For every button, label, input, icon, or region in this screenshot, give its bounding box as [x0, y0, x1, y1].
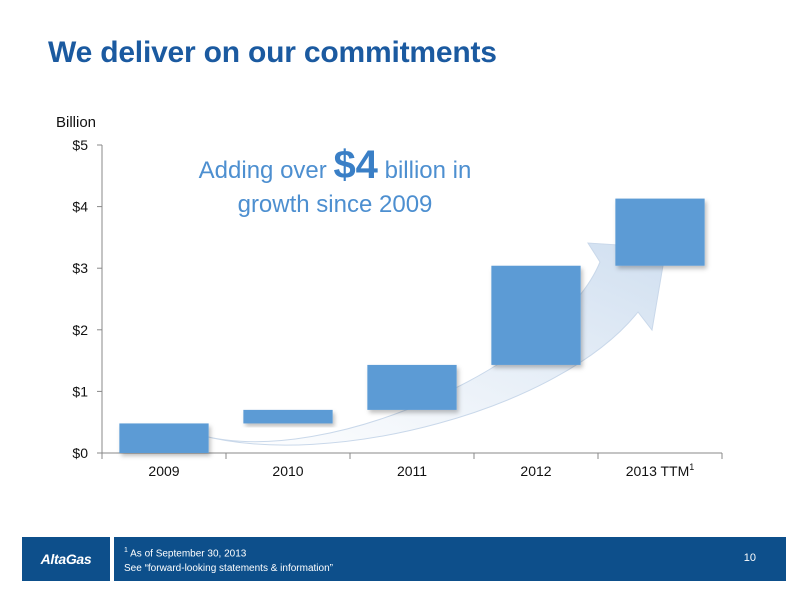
x-tick-label: 2013 TTM1	[626, 462, 695, 479]
footnote-text: As of September 30, 2013	[127, 548, 247, 560]
y-axis-unit-label: Billion	[56, 114, 97, 131]
footnote-marker: 1	[124, 547, 128, 554]
y-tick-label: $1	[72, 383, 88, 399]
y-tick-label: $4	[72, 199, 88, 215]
logo-text: AltaGas	[40, 551, 92, 567]
y-tick-label: $2	[72, 322, 88, 338]
callout-line2: growth since 2009	[237, 191, 433, 218]
waterfall-bar	[491, 265, 581, 365]
y-tick-label: $5	[72, 137, 88, 153]
waterfall-bar	[615, 198, 705, 266]
waterfall-bar	[119, 423, 209, 453]
x-tick-label: 2011	[397, 463, 427, 479]
page-number: 10	[743, 552, 756, 564]
slide-title: We deliver on our commitments	[48, 36, 497, 69]
x-tick-label: 2012	[520, 463, 551, 479]
disclaimer: See “forward-looking statements & inform…	[124, 563, 333, 574]
x-tick-label: 2010	[272, 463, 303, 479]
growth-callout: Adding over $4 billion in growth since 2…	[180, 145, 490, 222]
x-tick-superscript: 1	[689, 462, 694, 472]
x-tick-label: 2009	[148, 463, 179, 479]
callout-suffix: billion in	[377, 157, 472, 184]
y-tick-label: $3	[72, 260, 88, 276]
footer-band: 1 As of September 30, 2013 See “forward-…	[114, 537, 786, 581]
altagas-logo: AltaGas	[22, 537, 110, 581]
footnote: 1 As of September 30, 2013	[124, 547, 246, 559]
footer-bar: AltaGas 1 As of September 30, 2013 See “…	[0, 534, 800, 584]
callout-prefix: Adding over	[198, 157, 334, 184]
waterfall-bar	[243, 409, 333, 424]
callout-amount: $4	[333, 143, 378, 187]
waterfall-bar	[367, 364, 457, 410]
y-tick-label: $0	[72, 445, 88, 461]
